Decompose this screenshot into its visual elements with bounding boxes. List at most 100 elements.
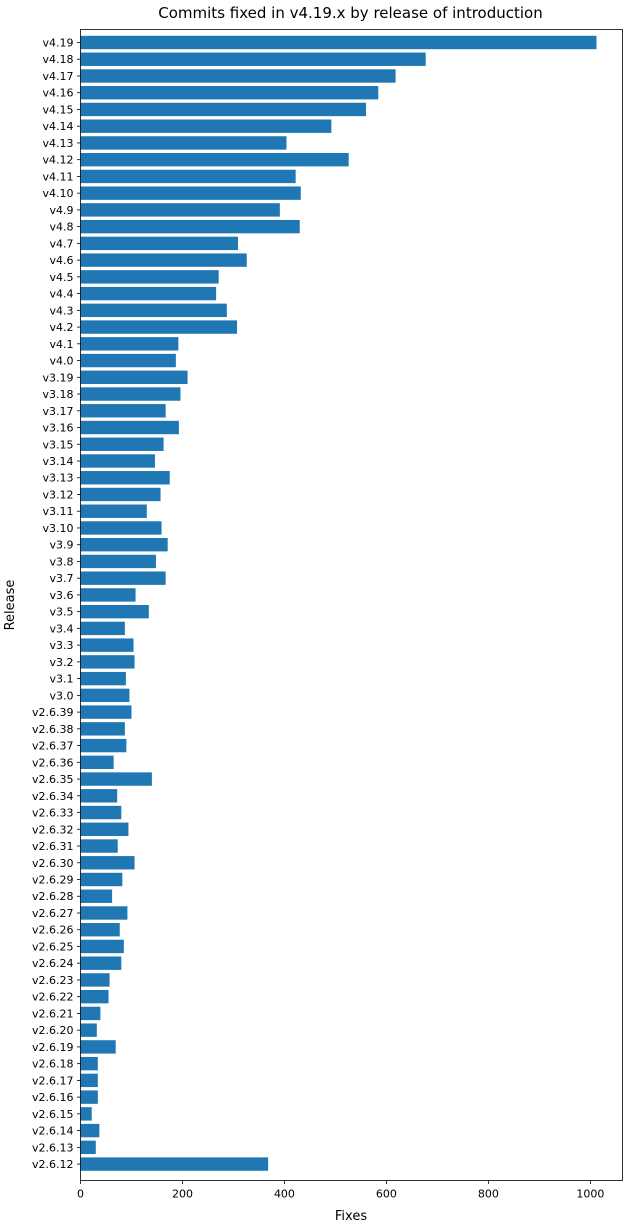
bar-v3.10 <box>80 521 162 535</box>
y-tick-label: v4.14 <box>42 120 73 133</box>
y-tick-label: v3.14 <box>42 455 73 468</box>
bar-v4.16 <box>80 86 379 100</box>
bar-v4.19 <box>80 35 597 50</box>
bar-v4.12 <box>80 152 349 167</box>
y-tick-label: v2.6.24 <box>32 957 74 970</box>
bar-v3.8 <box>80 554 156 569</box>
y-tick-label: v3.15 <box>42 438 73 451</box>
bar-v3.0 <box>80 688 130 703</box>
bar-v4.13 <box>80 136 287 150</box>
y-tick-label: v2.6.39 <box>32 706 74 719</box>
bar-v2.6.36 <box>80 755 114 770</box>
bar-v4.1 <box>80 337 179 351</box>
y-tick-label: v3.4 <box>49 622 73 635</box>
y-tick-label: v2.6.27 <box>32 907 74 920</box>
bar-v2.6.16 <box>80 1090 98 1104</box>
bar-v4.3 <box>80 303 227 318</box>
x-axis-label: Fixes <box>335 1209 367 1224</box>
y-tick-label: v2.6.28 <box>32 890 74 903</box>
y-tick-label: v3.17 <box>42 405 73 418</box>
bar-v2.6.25 <box>80 939 124 954</box>
y-tick-label: v2.6.14 <box>32 1125 74 1138</box>
y-tick-label: v2.6.29 <box>32 874 74 887</box>
bar-v3.6 <box>80 588 136 602</box>
bar-v3.3 <box>80 638 134 652</box>
bar-v3.9 <box>80 538 168 552</box>
bar-v2.6.12 <box>80 1157 269 1171</box>
y-tick-label: v2.6.35 <box>32 773 74 786</box>
y-tick-label: v4.2 <box>49 321 73 334</box>
y-tick-label: v2.6.25 <box>32 940 74 953</box>
y-tick-label: v2.6.22 <box>32 991 74 1004</box>
x-tick-label: 800 <box>478 1188 499 1201</box>
y-tick-label: v2.6.12 <box>32 1158 74 1171</box>
y-tick-label: v3.3 <box>49 639 73 652</box>
y-tick-label: v3.6 <box>49 589 73 602</box>
bar-v4.8 <box>80 219 300 234</box>
bar-v2.6.39 <box>80 705 132 719</box>
y-tick-label: v4.8 <box>49 221 73 234</box>
bar-v2.6.20 <box>80 1023 97 1037</box>
bar-v2.6.28 <box>80 889 113 903</box>
bar-v2.6.24 <box>80 956 122 970</box>
bar-v2.6.31 <box>80 839 118 853</box>
y-tick-label: v3.10 <box>42 522 73 535</box>
bar-v3.4 <box>80 621 125 636</box>
y-tick-label: v3.1 <box>49 673 73 686</box>
y-tick-label: v3.0 <box>49 689 73 702</box>
bar-v2.6.18 <box>80 1056 98 1071</box>
y-tick-label: v2.6.15 <box>32 1108 74 1121</box>
y-ticks-layer: v4.19 v4.18 v4.17 v4.16 v4.15 v4.14 v4.13 v4.12… <box>32 37 81 1171</box>
bar-v2.6.21 <box>80 1006 101 1021</box>
x-ticks-layer: 0 200 400 600 800 1000 <box>77 1180 604 1201</box>
bar-v4.14 <box>80 119 332 133</box>
bar-v2.6.14 <box>80 1123 100 1138</box>
bar-v2.6.13 <box>80 1140 96 1155</box>
bar-v4.4 <box>80 286 217 301</box>
bar-v4.18 <box>80 52 426 66</box>
bar-v2.6.30 <box>80 856 135 870</box>
bar-v3.5 <box>80 604 149 619</box>
y-tick-label: v4.1 <box>49 338 73 351</box>
bar-v4.2 <box>80 320 238 334</box>
bars-layer <box>80 35 597 1171</box>
y-tick-label: v2.6.32 <box>32 823 74 836</box>
y-tick-label: v4.5 <box>49 271 73 284</box>
y-tick-label: v4.11 <box>42 170 73 183</box>
y-tick-label: v4.17 <box>42 70 73 83</box>
bar-v3.1 <box>80 671 126 686</box>
y-tick-label: v2.6.31 <box>32 840 74 853</box>
x-tick-label: 0 <box>77 1188 84 1201</box>
bar-v2.6.22 <box>80 989 109 1004</box>
y-tick-label: v2.6.30 <box>32 857 74 870</box>
bar-v3.15 <box>80 437 164 451</box>
y-tick-label: v2.6.13 <box>32 1141 74 1154</box>
bar-v2.6.37 <box>80 738 127 753</box>
bar-v3.14 <box>80 454 155 468</box>
y-tick-label: v2.6.20 <box>32 1024 74 1037</box>
y-tick-label: v3.13 <box>42 472 73 485</box>
y-tick-label: v4.13 <box>42 137 73 150</box>
y-tick-label: v2.6.23 <box>32 974 74 987</box>
y-tick-label: v2.6.38 <box>32 723 74 736</box>
bar-v4.15 <box>80 102 367 117</box>
bar-v4.6 <box>80 253 247 267</box>
bar-v2.6.15 <box>80 1107 92 1121</box>
y-axis-label: Release <box>3 580 18 631</box>
y-tick-label: v2.6.17 <box>32 1074 74 1087</box>
bar-v2.6.33 <box>80 805 122 820</box>
y-tick-label: v3.7 <box>49 572 73 585</box>
y-tick-label: v2.6.34 <box>32 790 74 803</box>
bar-v4.7 <box>80 236 239 251</box>
bar-v3.12 <box>80 487 161 502</box>
bar-v4.11 <box>80 169 296 184</box>
y-tick-label: v2.6.36 <box>32 756 74 769</box>
y-tick-label: v4.9 <box>49 204 73 217</box>
bar-v2.6.23 <box>80 973 110 987</box>
y-tick-label: v3.5 <box>49 606 73 619</box>
x-tick-label: 200 <box>172 1188 193 1201</box>
y-tick-label: v4.18 <box>42 53 73 66</box>
bar-v4.0 <box>80 353 176 368</box>
y-tick-label: v4.15 <box>42 103 73 116</box>
